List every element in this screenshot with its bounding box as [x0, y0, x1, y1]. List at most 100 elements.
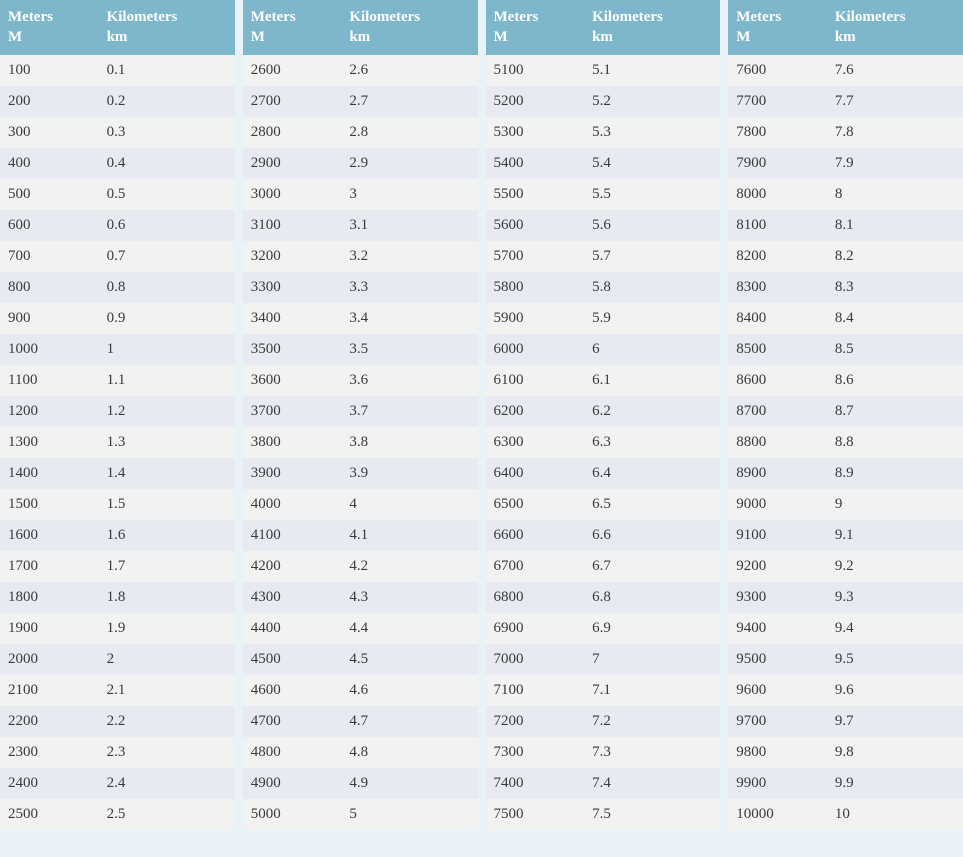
cell-meters: 5900 — [486, 308, 585, 329]
cell-meters: 500 — [0, 184, 99, 205]
table-row: 19001.9 — [0, 613, 235, 644]
header-km-line2: km — [349, 29, 370, 45]
cell-kilometers: 1.5 — [99, 494, 235, 515]
cell-meters: 1900 — [0, 618, 99, 639]
table-row: 22002.2 — [0, 706, 235, 737]
cell-kilometers: 8.6 — [827, 370, 963, 391]
cell-meters: 400 — [0, 153, 99, 174]
cell-kilometers: 1.8 — [99, 587, 235, 608]
table-row: 25002.5 — [0, 799, 235, 830]
cell-meters: 5700 — [486, 246, 585, 267]
cell-kilometers: 3.6 — [341, 370, 477, 391]
cell-meters: 1400 — [0, 463, 99, 484]
cell-meters: 7000 — [486, 649, 585, 670]
cell-kilometers: 9.8 — [827, 742, 963, 763]
cell-kilometers: 7.9 — [827, 153, 963, 174]
table-row: 13001.3 — [0, 427, 235, 458]
cell-meters: 700 — [0, 246, 99, 267]
cell-meters: 6400 — [486, 463, 585, 484]
cell-kilometers: 0.3 — [99, 122, 235, 143]
cell-meters: 6000 — [486, 339, 585, 360]
cell-meters: 8700 — [728, 401, 827, 422]
table-row: 85008.5 — [728, 334, 963, 365]
table-row: 69006.9 — [486, 613, 721, 644]
cell-meters: 3500 — [243, 339, 342, 360]
cell-kilometers: 7.5 — [584, 804, 720, 825]
cell-meters: 2400 — [0, 773, 99, 794]
cell-meters: 6500 — [486, 494, 585, 515]
cell-kilometers: 9.1 — [827, 525, 963, 546]
cell-kilometers: 8.1 — [827, 215, 963, 236]
header-km-line1: Kilometers — [107, 9, 178, 25]
cell-meters: 9700 — [728, 711, 827, 732]
header-kilometers: Kilometerskm — [341, 4, 477, 51]
table-row: 73007.3 — [486, 737, 721, 768]
header-meters-line2: M — [494, 29, 508, 45]
cell-kilometers: 2.9 — [341, 153, 477, 174]
table-row: 65006.5 — [486, 489, 721, 520]
cell-meters: 3700 — [243, 401, 342, 422]
table-row: 41004.1 — [243, 520, 478, 551]
cell-meters: 2800 — [243, 122, 342, 143]
table-row: 80008 — [728, 179, 963, 210]
table-row: 34003.4 — [243, 303, 478, 334]
table-row: 3000.3 — [0, 117, 235, 148]
table-row: 91009.1 — [728, 520, 963, 551]
cell-kilometers: 5.7 — [584, 246, 720, 267]
table-row: 99009.9 — [728, 768, 963, 799]
cell-kilometers: 0.6 — [99, 215, 235, 236]
table-row: 78007.8 — [728, 117, 963, 148]
cell-meters: 4600 — [243, 680, 342, 701]
table-row: 82008.2 — [728, 241, 963, 272]
cell-kilometers: 6.5 — [584, 494, 720, 515]
cell-kilometers: 3.3 — [341, 277, 477, 298]
table-row: 70007 — [486, 644, 721, 675]
header-meters: MetersM — [486, 4, 585, 51]
header-kilometers: Kilometerskm — [99, 4, 235, 51]
table-row: 94009.4 — [728, 613, 963, 644]
table-row: 60006 — [486, 334, 721, 365]
cell-meters: 4300 — [243, 587, 342, 608]
cell-kilometers: 4.6 — [341, 680, 477, 701]
table-row: 96009.6 — [728, 675, 963, 706]
cell-kilometers: 8.2 — [827, 246, 963, 267]
table-row: 76007.6 — [728, 55, 963, 86]
cell-meters: 6100 — [486, 370, 585, 391]
table-row: 97009.7 — [728, 706, 963, 737]
cell-kilometers: 1.3 — [99, 432, 235, 453]
table-row: 67006.7 — [486, 551, 721, 582]
table-row: 33003.3 — [243, 272, 478, 303]
table-row: 74007.4 — [486, 768, 721, 799]
cell-meters: 2600 — [243, 60, 342, 81]
cell-meters: 3600 — [243, 370, 342, 391]
table-row: 64006.4 — [486, 458, 721, 489]
cell-kilometers: 8 — [827, 184, 963, 205]
cell-meters: 8900 — [728, 463, 827, 484]
table-row: 31003.1 — [243, 210, 478, 241]
cell-meters: 7400 — [486, 773, 585, 794]
table-row: 1000.1 — [0, 55, 235, 86]
cell-kilometers: 7.8 — [827, 122, 963, 143]
cell-meters: 5400 — [486, 153, 585, 174]
cell-meters: 9300 — [728, 587, 827, 608]
cell-meters: 800 — [0, 277, 99, 298]
cell-meters: 3800 — [243, 432, 342, 453]
table-row: 28002.8 — [243, 117, 478, 148]
header-meters-line1: Meters — [8, 9, 53, 25]
cell-meters: 7700 — [728, 91, 827, 112]
cell-kilometers: 4.9 — [341, 773, 477, 794]
table-row: 36003.6 — [243, 365, 478, 396]
cell-kilometers: 4.1 — [341, 525, 477, 546]
cell-kilometers: 6.2 — [584, 401, 720, 422]
cell-meters: 9900 — [728, 773, 827, 794]
table-row: 29002.9 — [243, 148, 478, 179]
table-row: 75007.5 — [486, 799, 721, 830]
cell-meters: 4400 — [243, 618, 342, 639]
cell-kilometers: 2.3 — [99, 742, 235, 763]
cell-kilometers: 9.9 — [827, 773, 963, 794]
cell-meters: 4200 — [243, 556, 342, 577]
cell-meters: 8000 — [728, 184, 827, 205]
cell-kilometers: 6.8 — [584, 587, 720, 608]
table-row: 81008.1 — [728, 210, 963, 241]
table-row: 53005.3 — [486, 117, 721, 148]
